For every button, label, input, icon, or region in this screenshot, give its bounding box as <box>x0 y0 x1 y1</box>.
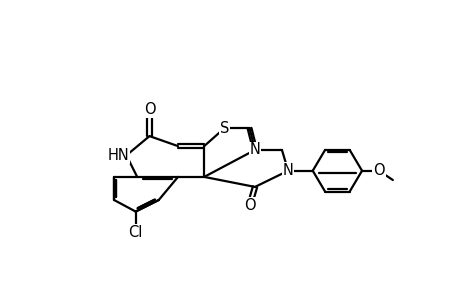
Text: Cl: Cl <box>128 225 143 240</box>
Text: HN: HN <box>107 148 129 163</box>
Text: S: S <box>219 121 229 136</box>
Text: O: O <box>372 163 384 178</box>
Text: N: N <box>249 142 260 158</box>
Text: O: O <box>143 102 155 117</box>
Text: N: N <box>282 163 293 178</box>
Text: O: O <box>243 198 255 213</box>
